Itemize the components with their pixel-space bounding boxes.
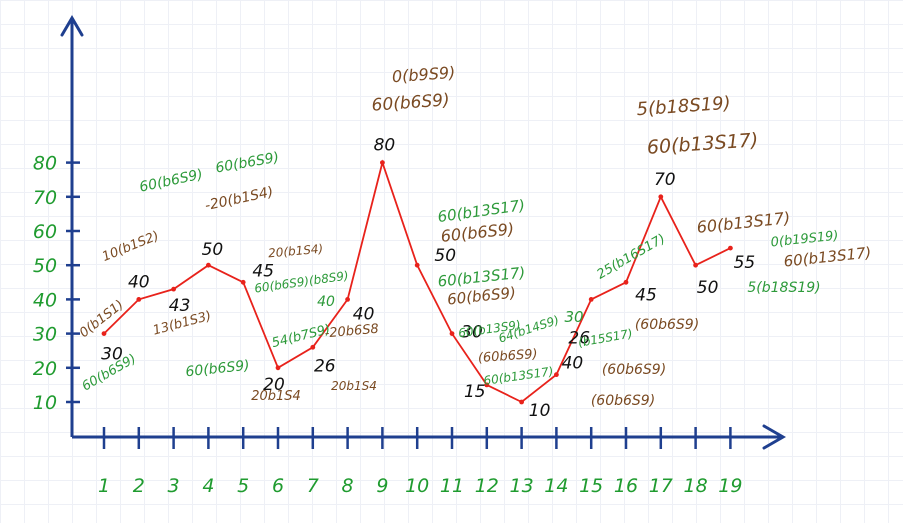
data-point: [240, 279, 246, 285]
x-tick-label: 6: [272, 475, 284, 497]
annotation-label: 60(b13S17): [696, 208, 791, 237]
data-point: [206, 262, 211, 268]
annotation-label: 0(b19S19): [770, 229, 839, 251]
annotation-label: 20b1S4: [251, 389, 301, 404]
value-label: 40: [353, 304, 375, 324]
data-point: [484, 382, 490, 388]
x-tick-label: 3: [168, 475, 180, 497]
x-tick-label: 15: [579, 475, 603, 497]
annotation-label: 10(b1S2): [100, 229, 161, 265]
x-tick-label: 7: [307, 475, 319, 497]
value-label: 30: [461, 323, 483, 343]
value-label: 40: [128, 272, 150, 292]
x-axis-arrow: [762, 424, 786, 450]
value-label: 80: [374, 136, 396, 156]
data-point: [588, 297, 594, 302]
value-label: 50: [202, 240, 224, 260]
data-point: [345, 297, 350, 302]
value-label: 50: [697, 278, 719, 298]
annotation-label: 30: [564, 308, 583, 326]
y-tick-label: 20: [33, 358, 57, 380]
y-tick-label: 50: [33, 255, 57, 277]
y-tick-label: 40: [33, 289, 57, 311]
x-tick-label: 17: [649, 475, 673, 497]
annotation-label: (60b6S9): [477, 347, 538, 366]
x-tick-label: 19: [718, 475, 742, 497]
value-label: 30: [101, 345, 123, 365]
value-label: 55: [734, 253, 756, 273]
annotation-label: 5(b18S19): [747, 280, 820, 296]
data-point: [519, 399, 524, 405]
value-label: 10: [529, 401, 551, 421]
annotation-label: 60(b6S9): [214, 150, 280, 177]
y-tick-label: 60: [33, 221, 57, 243]
x-tick-label: 11: [440, 475, 464, 497]
data-point: [171, 286, 177, 292]
data-point: [658, 194, 664, 200]
data-point: [693, 262, 698, 268]
x-tick-label: 4: [202, 475, 214, 497]
data-point: [380, 160, 385, 166]
x-tick-label: 16: [614, 475, 638, 497]
annotation-label: -20b6S8: [324, 322, 379, 342]
x-tick-label: 9: [376, 475, 388, 497]
annotation-label: 25(b16S17): [594, 231, 668, 282]
annotation-label: 0(b9S9): [391, 63, 456, 86]
data-point: [414, 262, 420, 268]
annotation-label: 60(b13S17): [646, 129, 759, 159]
x-tick-label: 10: [405, 475, 429, 497]
x-tick-label: 5: [237, 475, 249, 497]
annotation-label: (60b6S9): [591, 393, 655, 409]
x-tick-label: 13: [510, 475, 534, 497]
x-tick-label: 1: [98, 475, 110, 497]
value-label: 45: [252, 261, 274, 281]
value-label: 15: [464, 382, 486, 402]
y-tick-label: 10: [33, 392, 57, 414]
value-label: 43: [169, 296, 191, 316]
annotation-label: (60b6S9): [602, 362, 666, 378]
annotation-label: 60(b6S9): [185, 358, 251, 381]
data-point: [275, 365, 281, 371]
annotation-label: -20(b1S4): [204, 184, 275, 214]
value-label: 26: [568, 328, 590, 348]
data-point: [101, 331, 107, 336]
annotation-label: 20(b1S4): [268, 242, 324, 261]
data-point: [449, 331, 455, 336]
data-point: [728, 245, 733, 251]
y-tick-label: 30: [33, 324, 57, 346]
x-tick-label: 14: [544, 475, 568, 497]
value-label: 45: [635, 285, 657, 305]
value-label: 40: [562, 354, 584, 374]
y-tick-label: 80: [33, 153, 57, 175]
data-point: [136, 297, 142, 302]
data-point: [554, 372, 559, 378]
x-tick-label: 8: [342, 475, 354, 497]
annotation-label: 20b1S4: [331, 379, 377, 393]
data-point: [310, 344, 316, 350]
annotation-label: (60b6S9): [635, 317, 699, 333]
value-label: 70: [654, 170, 676, 190]
annotation-label: 64(b14S9): [497, 313, 561, 346]
y-tick-label: 70: [33, 187, 57, 209]
value-label: 20: [263, 375, 285, 395]
annotation-label: 60(b6S9): [371, 90, 450, 115]
data-point: [623, 279, 629, 285]
value-label: 50: [434, 246, 456, 266]
x-tick-label: 2: [133, 475, 145, 497]
annotation-label: 40: [317, 294, 335, 310]
annotation-label: 60(b6S9): [138, 167, 204, 196]
y-axis-arrow: [60, 15, 84, 37]
annotation-label: 5(b18S19): [636, 93, 731, 121]
annotation-label: 54(b7S9): [270, 322, 332, 351]
x-tick-label: 18: [684, 475, 708, 497]
value-label: 26: [314, 356, 336, 376]
x-tick-label: 12: [475, 475, 499, 497]
